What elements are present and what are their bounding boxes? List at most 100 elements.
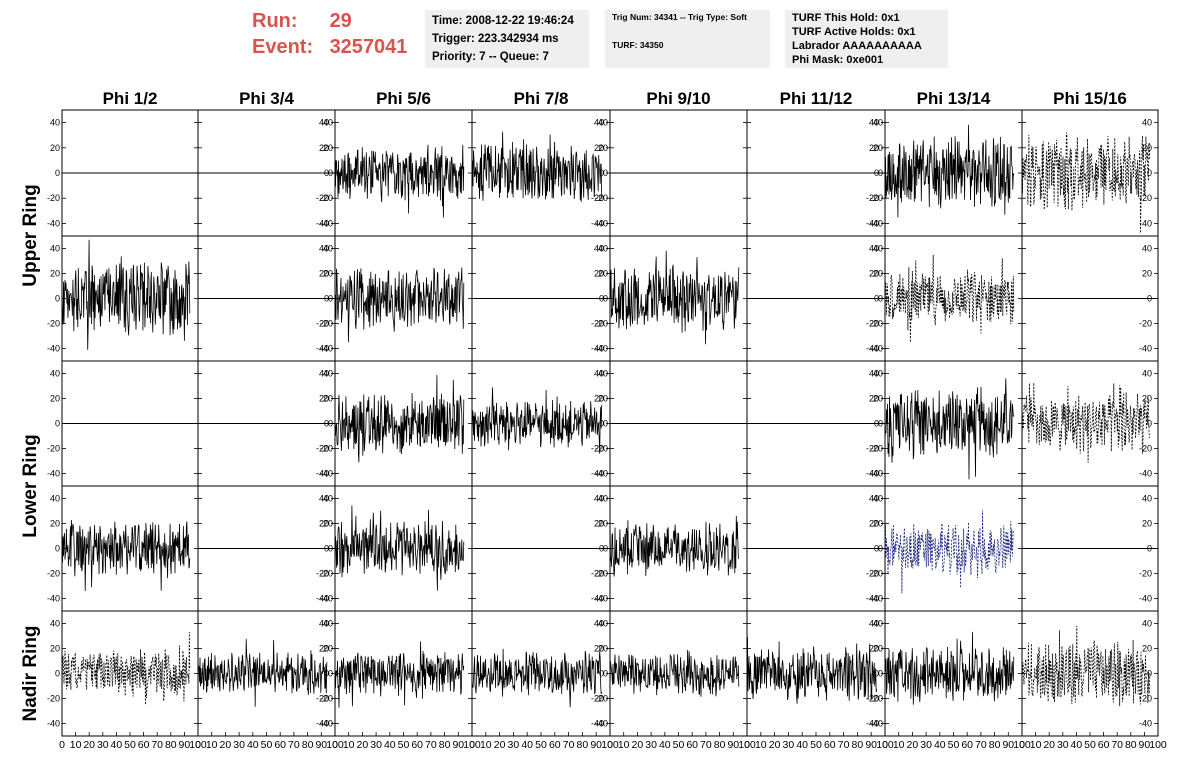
y-tick-label: 20 bbox=[594, 143, 604, 153]
x-tick-label: 10 bbox=[480, 739, 492, 751]
y-tick-label: 20 bbox=[323, 143, 333, 153]
x-tick-label: 60 bbox=[138, 739, 150, 751]
y-tick-label: -20 bbox=[316, 694, 329, 704]
waveform-trace bbox=[61, 239, 191, 350]
x-tick-label: 90 bbox=[1139, 739, 1151, 751]
y-tick-label: 20 bbox=[869, 143, 879, 153]
y-tick-label: -20 bbox=[870, 193, 883, 203]
y-tick-label: -20 bbox=[591, 319, 604, 329]
y-tick-label: 40 bbox=[594, 244, 604, 254]
y-tick-label: 0 bbox=[878, 168, 883, 178]
y-tick-label: 40 bbox=[50, 244, 60, 254]
y-tick-label: -40 bbox=[595, 344, 608, 354]
y-tick-label: -20 bbox=[591, 193, 604, 203]
x-tick-label: 10 bbox=[1030, 739, 1042, 751]
waveform-trace bbox=[884, 631, 1015, 705]
y-tick-label: -20 bbox=[591, 569, 604, 579]
time-text: Time: 2008-12-22 19:46:24 bbox=[432, 15, 574, 27]
x-tick-label: 30 bbox=[1057, 739, 1069, 751]
panel-frame bbox=[334, 610, 473, 737]
x-tick-label: 80 bbox=[852, 739, 864, 751]
y-tick-label: -40 bbox=[870, 218, 883, 228]
panel-frame bbox=[884, 485, 1023, 612]
x-tick-label: 50 bbox=[398, 739, 410, 751]
column-header: Phi 5/6 bbox=[376, 89, 431, 108]
y-tick-label: 40 bbox=[598, 494, 608, 504]
waveform-trace bbox=[609, 649, 740, 697]
time-info-box: Time: 2008-12-22 19:46:24 Trigger: 223.3… bbox=[425, 10, 589, 68]
y-tick-label: -40 bbox=[316, 594, 329, 604]
waveform-trace bbox=[609, 515, 740, 577]
x-tick-label: 0 bbox=[882, 739, 888, 751]
y-tick-label: 40 bbox=[1142, 619, 1152, 629]
y-tick-label: 0 bbox=[1147, 168, 1152, 178]
x-tick-label: 100 bbox=[738, 739, 756, 751]
column-header: Phi 13/14 bbox=[917, 89, 991, 108]
y-tick-label: 20 bbox=[1142, 269, 1152, 279]
y-tick-label: -20 bbox=[870, 569, 883, 579]
x-tick-label: 60 bbox=[1098, 739, 1110, 751]
y-tick-label: 40 bbox=[323, 244, 333, 254]
x-tick-label: 100 bbox=[1149, 739, 1167, 751]
x-tick-label: 0 bbox=[607, 739, 613, 751]
x-tick-label: 50 bbox=[810, 739, 822, 751]
x-tick-label: 0 bbox=[195, 739, 201, 751]
y-tick-label: 40 bbox=[319, 369, 329, 379]
y-tick-label: 40 bbox=[869, 244, 879, 254]
waveform-trace bbox=[884, 510, 1015, 594]
x-tick-label: 20 bbox=[769, 739, 781, 751]
x-tick-label: 70 bbox=[288, 739, 300, 751]
y-tick-label: -20 bbox=[47, 569, 60, 579]
waveform-trace bbox=[334, 267, 465, 343]
x-tick-label: 70 bbox=[151, 739, 163, 751]
x-tick-label: 60 bbox=[549, 739, 561, 751]
panel-frame bbox=[61, 235, 199, 362]
y-tick-label: 40 bbox=[50, 118, 60, 128]
waveform-trace bbox=[1021, 625, 1151, 707]
y-tick-label: 40 bbox=[594, 619, 604, 629]
y-tick-label: 20 bbox=[598, 519, 608, 529]
y-tick-label: 0 bbox=[1147, 419, 1152, 429]
y-tick-label: -20 bbox=[1139, 694, 1152, 704]
x-tick-label: 90 bbox=[865, 739, 877, 751]
y-tick-label: 0 bbox=[603, 168, 608, 178]
waveform-trace bbox=[1021, 382, 1151, 463]
y-tick-label: -20 bbox=[595, 694, 608, 704]
x-tick-label: 30 bbox=[783, 739, 795, 751]
y-tick-label: 20 bbox=[869, 269, 879, 279]
y-tick-label: 40 bbox=[594, 494, 604, 504]
y-tick-label: -20 bbox=[47, 319, 60, 329]
y-tick-label: 40 bbox=[869, 369, 879, 379]
run-value: 29 bbox=[329, 10, 352, 32]
event-row: Event: 3257041 bbox=[252, 34, 407, 60]
x-tick-label: 70 bbox=[1111, 739, 1123, 751]
y-tick-label: -20 bbox=[870, 444, 883, 454]
x-tick-label: 20 bbox=[907, 739, 919, 751]
y-tick-label: -20 bbox=[870, 694, 883, 704]
y-tick-label: 20 bbox=[598, 143, 608, 153]
y-tick-label: -40 bbox=[316, 218, 329, 228]
y-tick-label: -20 bbox=[316, 444, 329, 454]
y-tick-label: -40 bbox=[870, 594, 883, 604]
y-tick-label: -20 bbox=[47, 193, 60, 203]
waveform-trace bbox=[471, 648, 603, 708]
y-tick-label: 20 bbox=[594, 519, 604, 529]
x-tick-label: 30 bbox=[920, 739, 932, 751]
waveform-trace bbox=[884, 378, 1015, 480]
